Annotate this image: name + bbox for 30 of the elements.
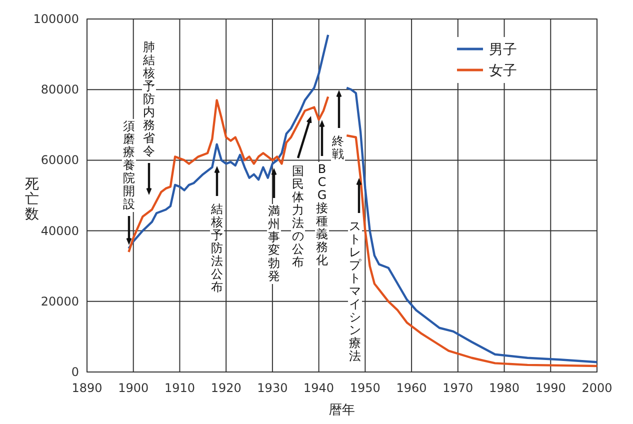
annotation: 結核予防法公布 — [210, 202, 223, 294]
y-axis-title: 死亡数 — [25, 176, 39, 222]
x-tick-label: 1910 — [164, 381, 195, 395]
y-tick-label: 20000 — [40, 294, 79, 308]
x-tick-label: 1980 — [489, 381, 520, 395]
x-tick-label: 2000 — [582, 381, 612, 395]
y-tick-label: 60000 — [40, 153, 79, 168]
y-tick-label: 80000 — [40, 82, 79, 97]
annotation: BCG接種義務化 — [316, 162, 328, 267]
x-tick-label: 1890 — [72, 381, 102, 395]
x-tick-label: 1960 — [396, 381, 427, 395]
annotation: 満州事変勃発 — [268, 204, 280, 283]
x-tick-label: 1940 — [304, 381, 334, 395]
legend-label: 女子 — [489, 63, 517, 79]
y-tick-label: 100000 — [33, 12, 79, 26]
annotation: 終戦 — [331, 134, 344, 161]
x-tick-label: 1900 — [118, 381, 149, 395]
text: 肺結核予防内務省令 — [143, 40, 155, 158]
x-axis-title: 暦年 — [329, 403, 355, 418]
annotation: 国民体力法の公布 — [292, 164, 304, 269]
x-tick-label: 1920 — [210, 381, 242, 395]
y-tick-label: 0 — [71, 365, 79, 379]
text: ストレプトマイシン療法 — [349, 219, 361, 363]
x-tick-label: 1970 — [442, 381, 474, 395]
x-tick-label: 1950 — [350, 381, 380, 395]
annotation: 須磨療養院開設 — [123, 119, 135, 211]
x-tick-label: 1990 — [535, 381, 566, 395]
x-tick-label: 1930 — [257, 381, 288, 395]
y-tick-label: 40000 — [40, 224, 79, 238]
legend-label: 男子 — [489, 42, 517, 58]
